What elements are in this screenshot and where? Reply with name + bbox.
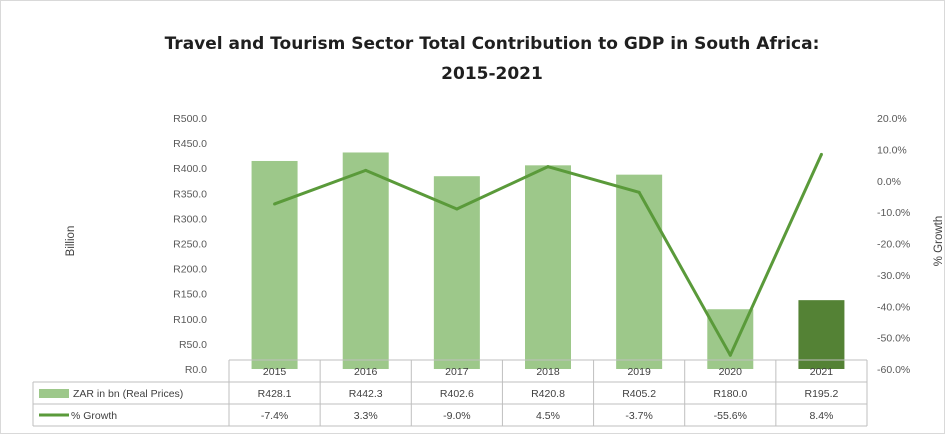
- table-value-bar: R420.8: [531, 388, 565, 400]
- growth-point-2015: [273, 202, 277, 206]
- y-tick-label: R50.0: [179, 339, 207, 351]
- growth-point-2020: [728, 353, 732, 357]
- growth-point-2021: [819, 152, 823, 156]
- table-value-growth: -55.6%: [714, 410, 747, 422]
- y2-tick-label: -10.0%: [877, 207, 910, 219]
- y-axis-label: Billion: [65, 226, 77, 257]
- y-tick-label: R400.0: [173, 163, 207, 175]
- legend-key-bars: [39, 389, 69, 398]
- x-tick-label: 2018: [536, 366, 560, 378]
- y-axis-left: R500.0 R450.0 R400.0 R350.0 R300.0 R250.0 R200…: [173, 113, 207, 376]
- x-tick-label: 2020: [719, 366, 743, 378]
- y-tick-label: R0.0: [185, 364, 207, 376]
- y-tick-label: R350.0: [173, 188, 207, 200]
- y-tick-label: R250.0: [173, 239, 207, 251]
- x-tick-label: 2019: [627, 366, 651, 378]
- y2-tick-label: -40.0%: [877, 301, 910, 313]
- data-table: 2015 2016 2017 2018 2019 2020 2021 ZAR in bn (R…: [32, 359, 868, 427]
- table-value-bar: R442.3: [349, 388, 383, 400]
- legend-label-bars: ZAR in bn (Real Prices): [73, 388, 183, 400]
- x-tick-label: 2015: [263, 366, 287, 378]
- table-value-bar: R402.6: [440, 388, 474, 400]
- y-tick-label: R100.0: [173, 314, 207, 326]
- growth-point-2016: [364, 168, 368, 172]
- y2-tick-label: 20.0%: [877, 113, 907, 125]
- y-axis-right: 20.0% 10.0% 0.0% -10.0% -20.0% -30.0% -40.0% -5…: [877, 113, 910, 376]
- growth-line-series: [273, 152, 823, 357]
- y2-tick-label: -30.0%: [877, 270, 910, 282]
- bar-2017: [433, 176, 480, 369]
- y2-tick-label: 0.0%: [877, 176, 901, 188]
- y2-tick-label: -20.0%: [877, 239, 910, 251]
- table-value-growth: 8.4%: [809, 410, 833, 422]
- growth-point-2019: [637, 190, 641, 194]
- table-value-bar: R195.2: [804, 388, 838, 400]
- table-value-growth: -9.0%: [443, 410, 470, 422]
- y-tick-label: R300.0: [173, 213, 207, 225]
- chart-title-line2: 2015-2021: [441, 64, 543, 84]
- table-value-growth: -3.7%: [625, 410, 652, 422]
- y2-tick-label: -50.0%: [877, 333, 910, 345]
- x-tick-label: 2016: [354, 366, 378, 378]
- x-tick-label: 2017: [445, 366, 469, 378]
- table-value-growth: 3.3%: [354, 410, 378, 422]
- y2-tick-label: 10.0%: [877, 144, 907, 156]
- y-tick-label: R500.0: [173, 113, 207, 125]
- table-value-bar: R428.1: [258, 388, 292, 400]
- table-value-bar: R180.0: [713, 388, 747, 400]
- x-tick-label: 2021: [810, 366, 834, 378]
- table-value-growth: 4.5%: [536, 410, 560, 422]
- table-value-growth: -7.4%: [261, 410, 288, 422]
- y-tick-label: R150.0: [173, 289, 207, 301]
- bar-2016: [342, 152, 389, 369]
- bar-2018: [525, 165, 571, 369]
- table-value-bar: R405.2: [622, 388, 656, 400]
- y2-tick-label: -60.0%: [877, 364, 910, 376]
- y2-axis-label: % Growth: [933, 216, 944, 267]
- growth-point-2017: [455, 207, 459, 211]
- legend-label-line: % Growth: [71, 410, 117, 422]
- bar-2015: [251, 160, 298, 369]
- bar-2021: [798, 300, 845, 369]
- y-tick-label: R450.0: [173, 138, 207, 150]
- bar-2019: [616, 174, 663, 369]
- y-tick-label: R200.0: [173, 264, 207, 276]
- bar-series: [251, 152, 845, 369]
- chart-title-line1: Travel and Tourism Sector Total Contribu…: [165, 34, 820, 54]
- growth-point-2018: [546, 165, 550, 169]
